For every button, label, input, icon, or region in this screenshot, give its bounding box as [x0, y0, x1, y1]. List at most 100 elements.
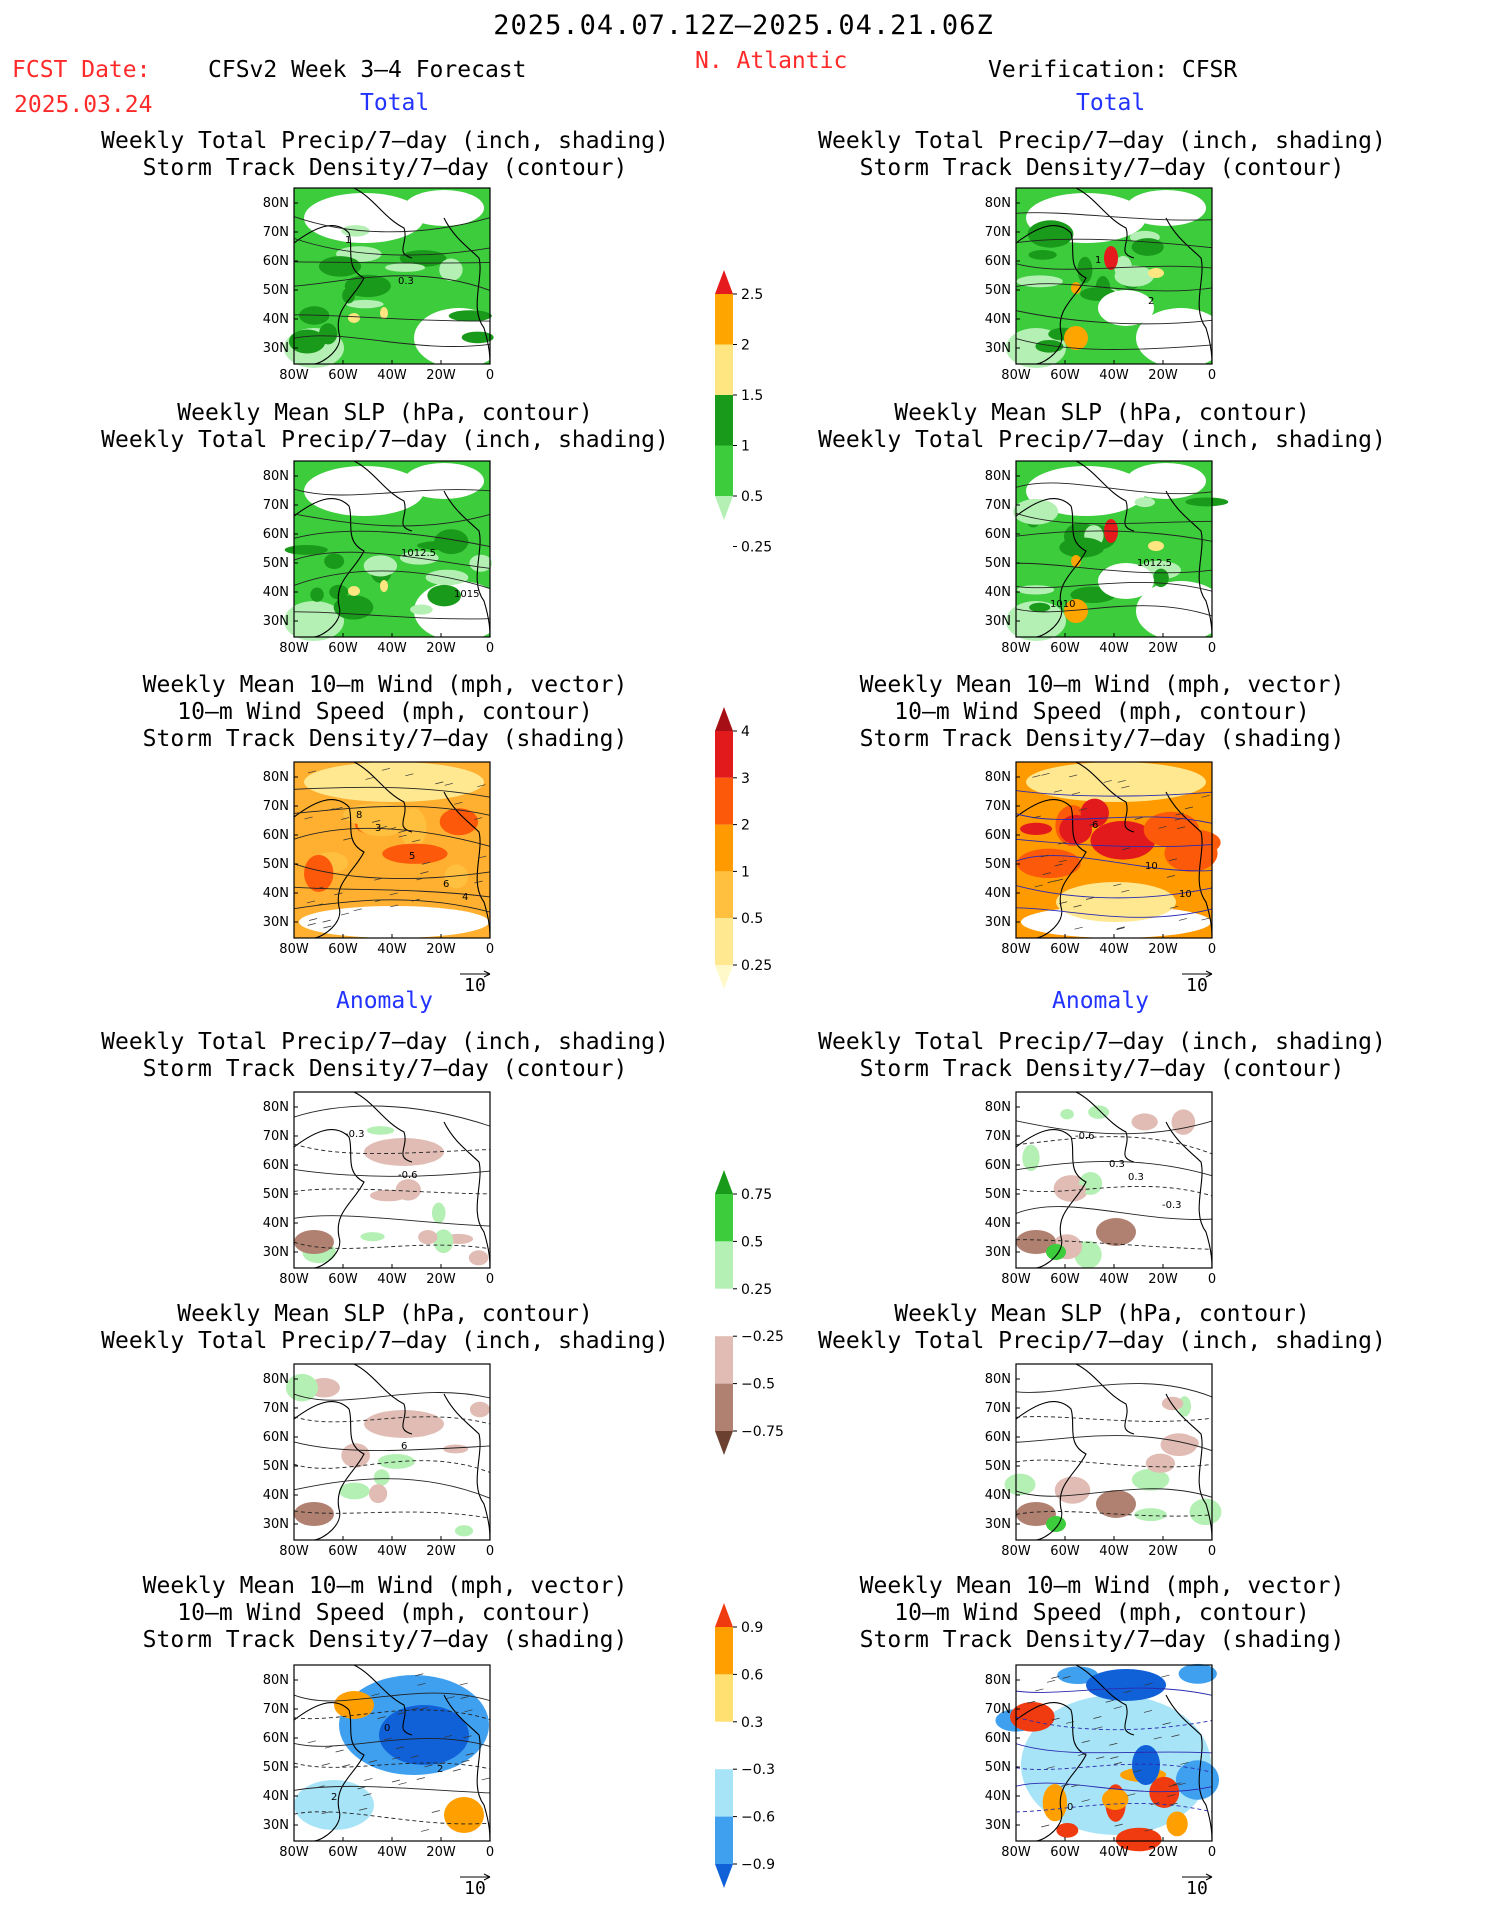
contour-line [1015, 790, 1213, 797]
colorbar-label: 0.25 [741, 1282, 772, 1298]
colorbar-swatch [715, 496, 733, 520]
anom-storm [1010, 1702, 1055, 1732]
wind-vector [421, 861, 431, 865]
map-svg: 0.3 -0.3 -0.6 0.3 80N 70N 60N 50N 40N 30N 80W 60W 40… [985, 1091, 1216, 1287]
dry-region [404, 463, 484, 499]
map-svg: 1012.5 1010 80N 70N 60N 50N 40N 30N 80W 60W 40W 20W… [985, 460, 1229, 656]
contour-line [1015, 1206, 1213, 1220]
wind-vector [420, 871, 429, 874]
wind-vector [1134, 817, 1143, 820]
wind-vector [1093, 1716, 1102, 1719]
title-total-precip-fc: Weekly Total Precip/7–day (inch, shading… [35, 128, 735, 182]
title-anom-wind-fc: Weekly Mean 10–m Wind (mph, vector) 10–m… [35, 1573, 735, 1654]
wind-vector [357, 1786, 366, 1790]
storm-patch [304, 854, 334, 892]
colorbar-label: 2 [741, 338, 750, 354]
title-anom-precip-ver: Weekly Total Precip/7–day (inch, shading… [752, 1029, 1452, 1083]
vector-scale-label: 10 [464, 975, 486, 996]
x-tick-label: 80W [1001, 1845, 1031, 1860]
precip-patch [1013, 498, 1059, 525]
x-tick-label: 0 [1208, 641, 1216, 656]
contour-line [293, 488, 491, 496]
map-panel-anom-slp-fc: 6 80N 70N 60N 50N 40N 30N 80W 60W 40W 20W 0 [244, 1363, 510, 1600]
storm-patch [1020, 822, 1053, 836]
contour-line [1015, 1763, 1213, 1773]
y-tick-label: 50N [985, 857, 1011, 872]
wind-vector [411, 898, 420, 902]
y-tick-label: 30N [263, 1818, 289, 1833]
wind-vector [397, 1711, 406, 1715]
contour-label: -0.3 [1162, 1200, 1182, 1211]
colorbar-swatch [715, 824, 733, 872]
wind-vector [335, 1749, 344, 1753]
precip-patch [363, 555, 398, 577]
contour-label: 1 [1095, 255, 1101, 266]
contour-line [1015, 581, 1213, 592]
contour-label: 2 [437, 1764, 443, 1775]
y-tick-label: 70N [985, 799, 1011, 814]
wind-vector [416, 877, 425, 881]
wind-vector [395, 1746, 405, 1750]
wind-vector [1123, 1690, 1132, 1694]
x-tick-label: 80W [1001, 368, 1031, 383]
y-tick-label: 70N [985, 1401, 1011, 1416]
contour-line [1015, 238, 1213, 249]
colorbar-label: 1 [741, 864, 750, 880]
colorbar-storm-total: 4 3 2 1 0.5 0.25 [715, 707, 795, 999]
y-tick-label: 60N [985, 254, 1011, 269]
wind-vector [321, 1811, 330, 1815]
wind-vector [1175, 812, 1184, 816]
colorbar-svg: 2.5 2 1.5 1 0.5 0.25 [715, 270, 772, 556]
wind-vector [410, 1707, 419, 1711]
light-precip [284, 601, 344, 641]
wind-vector [353, 908, 362, 912]
section-total-left: Total [360, 90, 430, 116]
title-line: Weekly Mean SLP (hPa, contour) [894, 1301, 1310, 1327]
precip-patch [1153, 568, 1169, 588]
wind-vector [416, 1777, 425, 1780]
y-tick-label: 50N [985, 1187, 1011, 1202]
wind-vector [391, 1756, 401, 1760]
contour-line [1015, 1435, 1213, 1452]
contour-label: 0 [384, 1723, 390, 1734]
anom-patch [469, 1401, 490, 1418]
title-line: 10–m Wind Speed (mph, contour) [894, 1600, 1310, 1626]
wind-vector [398, 1782, 407, 1785]
contour-label: 1012.5 [1137, 558, 1172, 569]
anom-patch [338, 1482, 370, 1500]
wind-vector [1105, 1699, 1114, 1703]
wind-vector [314, 903, 323, 907]
y-tick-label: 80N [985, 1372, 1011, 1387]
contour-label: 3 [375, 823, 381, 834]
wind-vector [1081, 1740, 1090, 1743]
title-line: Weekly Mean SLP (hPa, contour) [177, 400, 593, 426]
y-tick-label: 60N [263, 1430, 289, 1445]
wind-vector [1169, 1802, 1178, 1806]
anom-storm [1132, 1745, 1160, 1785]
anom-storm [334, 1691, 374, 1719]
wind-vector [1058, 841, 1067, 845]
colorbar-swatch [715, 1194, 733, 1242]
wind-vector [1150, 1802, 1160, 1805]
y-tick-label: 40N [985, 886, 1011, 901]
anom-storm [1166, 1811, 1188, 1837]
map-svg: 6 8 5 4 3 80N 70N 60N 50N 40N 30N 80W 60W 40W 20W 0 10 [263, 761, 494, 996]
anom-patch [431, 1202, 446, 1224]
heavy-precip [380, 307, 388, 319]
storm-low [1026, 762, 1206, 802]
wind-vector [1177, 1782, 1186, 1786]
x-tick-label: 80W [279, 1544, 309, 1559]
colorbar-swatch [715, 918, 733, 965]
wind-vector [1168, 1784, 1177, 1787]
heavy-precip [1064, 326, 1088, 350]
storm-patch [439, 808, 479, 836]
y-tick-label: 50N [985, 556, 1011, 571]
colorbar-swatch [715, 731, 733, 778]
precip-patch [344, 274, 391, 298]
x-tick-label: 0 [1208, 942, 1216, 957]
wind-vector [1172, 1782, 1182, 1785]
heavy-precip [1071, 555, 1081, 567]
colorbar-swatch [715, 1431, 733, 1455]
anom-patch [368, 1484, 388, 1504]
title-total-slp-fc: Weekly Mean SLP (hPa, contour) Weekly To… [35, 400, 735, 454]
